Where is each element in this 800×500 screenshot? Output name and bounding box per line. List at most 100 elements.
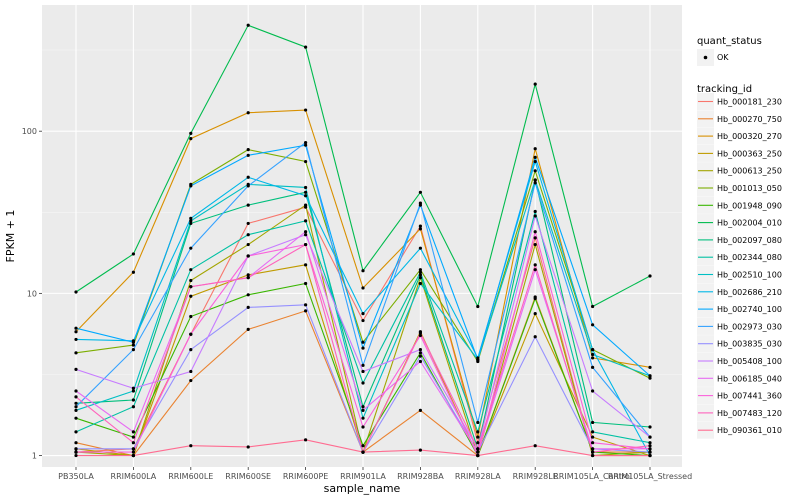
data-point <box>533 82 537 86</box>
data-point <box>648 435 652 439</box>
y-axis: 1 10 100 <box>22 127 42 461</box>
data-point <box>533 155 537 159</box>
data-point <box>361 346 365 350</box>
data-point <box>246 233 250 237</box>
data-point <box>533 296 537 301</box>
data-point <box>648 453 652 458</box>
data-point <box>304 219 308 223</box>
data-point <box>304 242 308 247</box>
x-tick-label: RRIM105LA_Stressed <box>608 472 692 481</box>
data-point <box>648 450 652 454</box>
data-point <box>533 230 537 234</box>
data-point <box>246 242 250 247</box>
data-point <box>131 450 135 454</box>
data-point <box>246 276 250 280</box>
data-point <box>246 184 250 188</box>
y-tick-label: 10 <box>27 289 37 298</box>
data-point <box>418 348 422 352</box>
data-point <box>189 348 193 352</box>
data-point <box>304 303 308 307</box>
x-tick-label: RRIM928BA <box>397 472 444 481</box>
data-point <box>304 233 308 237</box>
data-point <box>304 159 308 164</box>
data-point <box>418 246 422 250</box>
data-point <box>304 309 308 313</box>
data-point <box>418 354 422 358</box>
data-point <box>74 290 78 294</box>
legend-series-label: Hb_000613_250 <box>717 167 782 176</box>
data-point <box>476 435 480 439</box>
x-axis: PB350LA RRIM600LA RRIM600LE RRIM600SE RRIM60… <box>58 467 692 481</box>
data-point <box>246 111 250 115</box>
data-point <box>648 447 652 451</box>
data-point <box>131 447 135 451</box>
data-point <box>476 430 480 434</box>
data-point <box>361 369 365 374</box>
legend-series-label: Hb_002097_080 <box>717 236 782 245</box>
data-point <box>418 276 422 280</box>
legend-series-label: Hb_000363_250 <box>717 149 782 158</box>
data-point <box>476 304 480 309</box>
data-point <box>189 369 193 374</box>
data-point <box>189 294 193 298</box>
data-point <box>189 219 193 223</box>
data-point <box>189 246 193 250</box>
data-point <box>361 269 365 273</box>
data-point <box>131 252 135 256</box>
data-point <box>418 331 422 335</box>
legend-series-label: Hb_000320_270 <box>717 132 782 141</box>
data-point <box>304 438 308 442</box>
data-point <box>591 365 595 369</box>
data-point <box>591 352 595 357</box>
x-tick-label: RRIM928LE <box>513 472 558 481</box>
data-point <box>131 435 135 439</box>
data-point <box>648 441 652 445</box>
grid <box>42 5 682 467</box>
data-point <box>418 224 422 228</box>
data-point <box>131 405 135 409</box>
data-point <box>74 430 78 434</box>
data-point <box>361 286 365 290</box>
data-point <box>533 214 537 218</box>
panel-background <box>42 5 682 467</box>
data-point <box>418 448 422 452</box>
legend-series-label: Hb_001013_050 <box>717 184 782 193</box>
legend-series-label: Hb_002004_010 <box>717 219 782 228</box>
data-point <box>246 327 250 331</box>
data-point <box>533 159 537 164</box>
x-tick-label: RRIM600SE <box>225 472 271 481</box>
data-point <box>74 405 78 409</box>
legend-series-label: Hb_001948_090 <box>717 201 782 210</box>
data-point <box>648 444 652 448</box>
legend-quant-items: OK <box>697 49 729 66</box>
legend-series-label: Hb_000181_230 <box>717 98 782 107</box>
data-point <box>131 343 135 347</box>
data-point <box>189 131 193 135</box>
data-point <box>246 175 250 179</box>
x-tick-label: RRIM600PE <box>283 472 329 481</box>
data-point <box>74 441 78 445</box>
x-tick-label: RRIM105LA_Control <box>553 472 632 481</box>
data-point <box>131 340 135 344</box>
legend-series-label: Hb_002973_030 <box>717 322 782 331</box>
data-point <box>131 386 135 390</box>
data-point <box>189 216 193 220</box>
x-tick-label: RRIM928LA <box>455 472 501 481</box>
x-tick-label: PB350LA <box>58 472 94 481</box>
legend: quant_status OK tracking_id Hb_000181_23… <box>697 36 782 439</box>
data-point <box>648 365 652 369</box>
data-point <box>648 425 652 429</box>
data-point <box>246 254 250 258</box>
data-point <box>74 453 78 458</box>
legend-quant-title: quant_status <box>697 36 762 47</box>
data-point <box>648 374 652 378</box>
legend-quant-label: OK <box>717 53 729 62</box>
data-point <box>74 367 78 371</box>
data-point <box>361 405 365 409</box>
data-point <box>74 450 78 454</box>
data-point <box>189 278 193 283</box>
data-point <box>246 153 250 157</box>
data-point <box>74 326 78 330</box>
data-point <box>304 263 308 267</box>
legend-series-label: Hb_007441_360 <box>717 392 782 401</box>
